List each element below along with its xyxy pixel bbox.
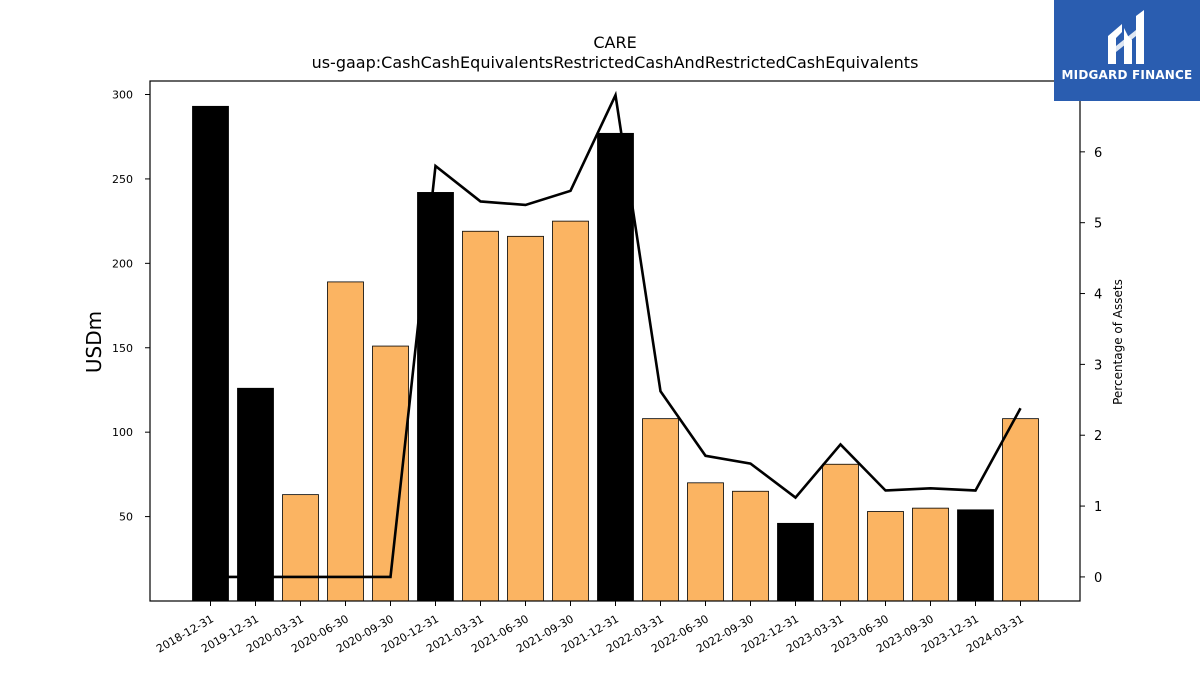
bar-2020-12-31: [417, 192, 454, 602]
bar-2021-12-31: [597, 132, 634, 602]
y-left-tick-label-200: 200: [112, 257, 133, 270]
bar-2020-03-31: [282, 494, 319, 602]
bar-2023-09-30: [912, 507, 949, 602]
bar-2023-12-31: [957, 509, 994, 602]
y-left-tick-label-250: 250: [112, 173, 133, 186]
logo-mark-icon: [1108, 10, 1144, 64]
y-axis-right: 0 1 2 3 4 5 6: [1080, 146, 1102, 586]
bar-2022-09-30: [732, 490, 769, 602]
bar-2019-12-31: [237, 387, 274, 602]
y-axis-label-right: Percentage of Assets: [1111, 279, 1125, 405]
y-left-tick-label-300: 300: [112, 89, 133, 102]
chart-title: CARE: [593, 33, 636, 52]
y-left-tick-label-50: 50: [119, 511, 133, 524]
bars-group: [192, 105, 1039, 602]
brand-logo: MIDGARD FINANCE: [1054, 0, 1200, 101]
bar-2023-03-31: [822, 463, 859, 602]
y-right-tick-label-1: 1: [1094, 500, 1102, 515]
bar-2022-03-31: [642, 418, 679, 602]
y-right-tick-label-3: 3: [1094, 358, 1102, 373]
chart-subtitle: us-gaap:CashCashEquivalentsRestrictedCas…: [312, 53, 919, 72]
y-right-tick-label-4: 4: [1094, 288, 1102, 303]
y-right-tick-label-6: 6: [1094, 146, 1102, 161]
bar-2022-12-31: [777, 522, 814, 602]
x-axis: 2018-12-312019-12-312020-03-312020-06-30…: [154, 601, 1026, 656]
bar-2020-06-30: [327, 281, 364, 602]
y-right-tick-label-5: 5: [1094, 217, 1102, 232]
y-right-tick-label-0: 0: [1094, 571, 1102, 586]
y-axis-label-left: USDm: [82, 311, 106, 373]
bar-2021-03-31: [462, 230, 499, 602]
y-left-tick-label-150: 150: [112, 342, 133, 355]
bar-2022-06-30: [687, 482, 724, 602]
y-left-tick-label-100: 100: [112, 426, 133, 439]
bar-2021-06-30: [507, 235, 544, 602]
line-group: [210, 90, 1022, 579]
bar-2023-06-30: [867, 511, 904, 602]
y-right-tick-label-2: 2: [1094, 429, 1102, 444]
bar-2021-09-30: [552, 220, 589, 602]
bar-2024-03-31: [1002, 418, 1039, 602]
logo-text: MIDGARD FINANCE: [1061, 68, 1193, 82]
bar-2018-12-31: [192, 105, 229, 602]
y-axis-left: 50 100 150 200 250 300: [112, 89, 150, 524]
